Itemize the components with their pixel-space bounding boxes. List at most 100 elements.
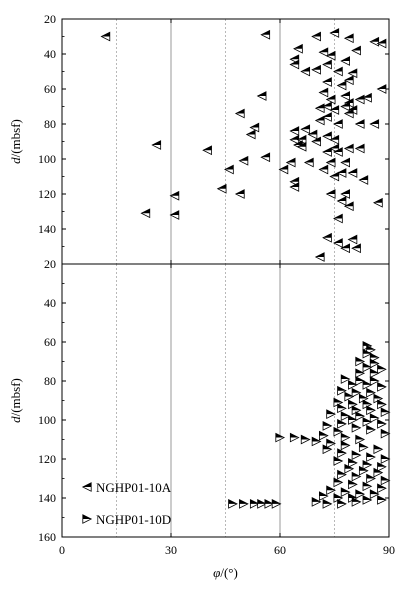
data-point-10D [358,465,369,476]
data-point-10D [377,382,387,392]
y-tick-label: 40 [44,47,56,61]
data-point-10A [289,182,300,192]
data-point-10A [151,140,162,150]
data-point-10D [239,499,249,509]
data-point-10A [314,103,325,114]
data-point-10A [347,234,358,245]
data-point-10A [322,147,332,157]
data-point-10A [249,122,260,133]
data-point-10D [362,481,373,492]
data-point-10D [340,411,351,421]
legend-label: NGHP01-10A [96,480,172,495]
y-tick-label: 120 [38,452,56,466]
data-point-10A [333,119,343,129]
data-point-10D [366,387,376,398]
data-point-10D [348,380,358,390]
data-point-10D [355,434,366,445]
data-point-10A [224,164,234,175]
data-point-10A [336,196,347,206]
y-tick-label: 40 [44,296,56,310]
data-point-10A [329,134,340,145]
y-tick-label: 20 [44,257,56,271]
data-point-10A [333,238,343,248]
data-point-10D [333,477,344,488]
data-point-10D [362,362,373,373]
data-point-10D [358,442,369,453]
data-point-10D [351,422,362,433]
data-point-10D [362,495,373,505]
legend-label: NGHP01-10D [96,512,171,527]
data-point-10A [278,164,289,175]
data-point-10D [355,368,366,379]
data-point-10A [340,101,351,112]
data-point-10D [340,440,351,451]
data-point-10A [333,66,343,77]
x-tick-label: 30 [165,543,177,557]
data-point-10A [358,175,369,185]
data-point-10A [322,77,332,87]
data-point-10A [318,87,329,98]
data-point-10A [202,145,212,156]
data-point-10A [318,47,329,58]
data-point-10A [343,108,354,119]
data-point-10A [293,43,303,54]
data-point-10D [271,499,282,509]
data-point-10D [380,407,391,418]
data-point-10D [337,419,347,429]
data-point-10D [318,491,329,501]
data-point-10A [296,141,307,152]
data-point-10A [285,157,296,168]
data-point-10A [216,183,227,194]
data-point-10A [311,64,321,75]
data-point-10A [340,189,351,199]
data-point-10D [322,444,333,455]
data-point-10D [373,444,384,455]
data-point-10A [369,36,380,47]
data-point-10A [303,157,314,168]
data-point-10A [260,29,271,40]
data-point-10D [318,430,329,441]
data-point-10A [100,31,111,42]
y-axis-label: d/(mbsf) [8,378,23,423]
x-tick-label: 90 [383,543,395,557]
data-point-10A [354,94,365,105]
data-point-10A [169,210,180,220]
data-point-10D [264,499,275,509]
data-point-10A [307,129,318,140]
data-point-10D [275,432,286,443]
data-point-10A [322,232,332,243]
data-point-10A [314,115,325,126]
data-point-10A [343,143,354,154]
data-point-10A [311,136,321,147]
data-point-10A [234,189,245,199]
data-point-10A [322,101,332,112]
data-point-10A [322,112,332,122]
data-point-10D [355,356,366,367]
data-point-10A [362,92,372,103]
data-point-10D [366,473,376,484]
data-point-10D [326,409,336,419]
data-point-10D [369,489,380,499]
data-point-10D [337,385,347,396]
x-tick-label: 60 [274,543,286,557]
data-point-10A [336,168,347,178]
data-point-10A [300,66,311,77]
data-point-10D [380,475,391,486]
data-point-10D [289,432,300,443]
data-point-10D [369,376,380,386]
x-tick-label: 0 [59,543,65,557]
data-point-10D [337,403,347,414]
data-point-10D [311,497,322,507]
data-point-10D [337,469,347,480]
data-point-10D [362,348,373,359]
data-point-10A [329,28,340,38]
data-point-10D [369,368,380,379]
y-tick-label: 60 [44,82,56,96]
data-point-10D [337,499,347,509]
y-tick-label: 60 [44,335,56,349]
data-point-10D [377,483,387,494]
data-point-10D [326,485,336,496]
data-point-10A [322,59,332,70]
data-point-10A [256,91,267,101]
